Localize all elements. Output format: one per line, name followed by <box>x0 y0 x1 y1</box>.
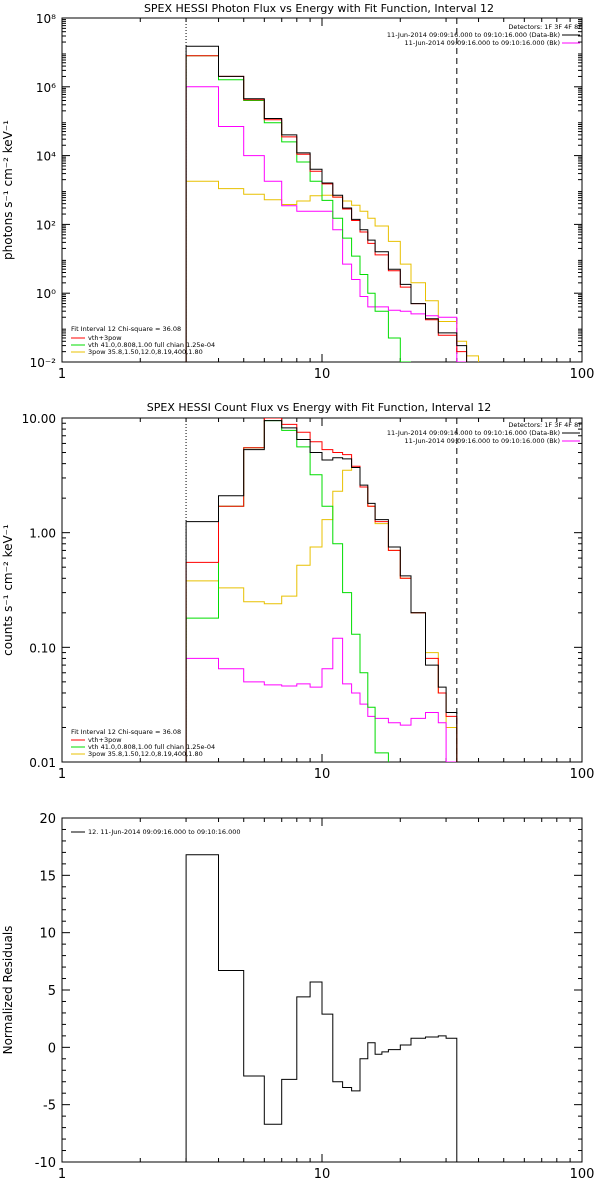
residuals-y-tick-label: 15 <box>39 869 56 884</box>
count-flux-x-tick-label: 100 <box>570 767 595 782</box>
photon-flux-x-tick-label: 10 <box>314 367 331 382</box>
photon-flux-series-data-bk <box>185 45 468 362</box>
count-flux-series-data-bk <box>185 420 458 762</box>
residuals-y-tick-label: -10 <box>35 1156 56 1171</box>
residuals-y-tick-label: 0 <box>48 1041 56 1056</box>
residuals-y-tick-label: 10 <box>39 927 56 942</box>
photon-flux-y-tick-label: 10⁻² <box>30 356 57 370</box>
photon-flux-legend-data-label: 11-Jun-2014 09:09:16.000 to 09:10:16.000… <box>387 31 560 39</box>
photon-flux-x-tick-label: 100 <box>570 367 595 382</box>
residuals-panel: Normalized Residuals 1 10 100 -10 -5 0 5 10 15 20… <box>1 812 594 1182</box>
photon-flux-series-vth-3pow <box>185 55 468 362</box>
count-flux-x-tick-label: 10 <box>314 767 331 782</box>
photon-flux-ylabel: photons s⁻¹ cm⁻² keV⁻¹ <box>1 120 15 260</box>
photon-flux-plot: 1 10 100 10⁻² 10⁰ 10² 10⁴ 10⁶ 10⁸ <box>30 12 595 382</box>
photon-flux-series-vth <box>185 55 411 362</box>
photon-flux-title: SPEX HESSI Photon Flux vs Energy with Fi… <box>144 2 494 15</box>
count-flux-legend-data-label: 11-Jun-2014 09:09:16.000 to 09:10:16.000… <box>387 429 560 437</box>
photon-flux-legend-header: Detectors: 1F 3F 4F 8F <box>508 23 582 31</box>
photon-flux-y-tick-label: 10⁶ <box>36 81 56 95</box>
count-flux-ylabel: counts s⁻¹ cm⁻² keV⁻¹ <box>1 524 15 656</box>
count-flux-series-vth-3pow <box>185 418 458 762</box>
residuals-y-tick-label: 20 <box>39 812 56 827</box>
photon-flux-legend-bk-label: 11-Jun-2014 09:09:16.000 to 09:10:16.000… <box>405 39 560 47</box>
photon-flux-fit-3pow-label: 3pow 35.8,1.50,12.0,8.19,400,1.80 <box>88 348 203 356</box>
residuals-y-tick-label: 5 <box>48 984 56 999</box>
count-flux-series-3pow <box>185 467 458 762</box>
photon-flux-y-tick-label: 10² <box>36 218 56 232</box>
count-flux-legend-header: Detectors: 1F 3F 4F 8F <box>508 421 582 429</box>
residuals-y-tick-label: -5 <box>43 1099 56 1114</box>
photon-flux-y-tick-label: 10⁸ <box>36 12 56 26</box>
count-flux-x-tick-label: 1 <box>58 767 66 782</box>
residuals-ylabel: Normalized Residuals <box>1 926 15 1055</box>
residuals-series-data <box>185 854 458 1162</box>
photon-flux-x-tick-label: 1 <box>58 367 66 382</box>
count-flux-y-tick-label: 1.00 <box>29 527 56 541</box>
photon-flux-series-bk <box>185 86 467 362</box>
count-flux-fit-3pow-label: 3pow 35.8,1.50,12.0,8.19,400,1.80 <box>88 750 203 758</box>
count-flux-axes-frame <box>61 417 583 763</box>
residuals-x-tick-label: 100 <box>570 1167 595 1182</box>
count-flux-fit-header: Fit Interval 12 Chi-square = 36.08 <box>71 728 181 736</box>
count-flux-fit-total-label: vth+3pow <box>88 736 122 744</box>
photon-flux-y-tick-label: 10⁴ <box>36 150 56 164</box>
photon-flux-fit-header: Fit Interval 12 Chi-square = 36.08 <box>71 325 181 333</box>
residuals-legend-label: 12. 11-Jun-2014 09:09:16.000 to 09:10:16… <box>88 828 240 836</box>
count-flux-panel: SPEX HESSI Count Flux vs Energy with Fit… <box>1 401 594 782</box>
count-flux-y-tick-label: 10.00 <box>22 412 56 426</box>
photon-flux-series-3pow <box>185 180 479 362</box>
photon-flux-y-tick-label: 10⁰ <box>36 287 56 301</box>
count-flux-series-vth <box>185 420 389 762</box>
count-flux-title: SPEX HESSI Count Flux vs Energy with Fit… <box>147 401 491 414</box>
residuals-x-tick-label: 1 <box>58 1167 66 1182</box>
count-flux-series-bk <box>185 637 457 762</box>
photon-flux-fit-total-label: vth+3pow <box>88 334 122 342</box>
count-flux-y-tick-label: 0.01 <box>29 756 56 770</box>
photon-flux-panel: SPEX HESSI Photon Flux vs Energy with Fi… <box>1 2 594 382</box>
count-flux-fit-vth-label: vth 41.0,0.808,1.00 full chian 1.25e-04 <box>88 743 215 751</box>
count-flux-plot: 1 10 100 0.01 0.10 1.00 10.00 <box>22 412 595 782</box>
photon-flux-fit-vth-label: vth 41.0,0.808,1.00 full chian 1.25e-04 <box>88 341 215 349</box>
residuals-plot: 1 10 100 -10 -5 0 5 10 15 20 <box>35 812 595 1182</box>
count-flux-y-tick-label: 0.10 <box>29 641 56 655</box>
count-flux-legend-bk-label: 11-Jun-2014 09:09:16.000 to 09:10:16.000… <box>405 437 560 445</box>
residuals-x-tick-label: 10 <box>314 1167 331 1182</box>
